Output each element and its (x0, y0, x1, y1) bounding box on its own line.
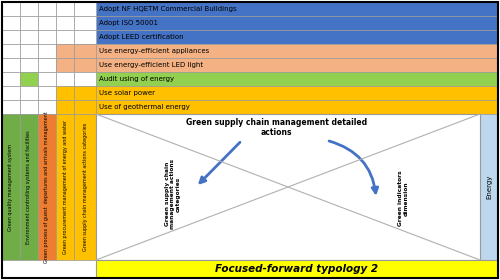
Bar (96, 260, 498, 278)
Text: Green process of guest  departures and arrivals management: Green process of guest departures and ar… (44, 111, 50, 263)
Text: Green quality management system: Green quality management system (8, 143, 14, 230)
Bar (20, 44, 38, 58)
Bar (38, 114, 56, 260)
Bar (20, 30, 38, 44)
Bar (2, 2, 20, 16)
Text: Adopt LEED certification: Adopt LEED certification (99, 34, 184, 40)
Text: Focused-forward typology 2: Focused-forward typology 2 (216, 264, 378, 274)
Bar (20, 114, 38, 260)
Bar (96, 100, 498, 114)
Bar (38, 86, 56, 100)
Bar (74, 2, 96, 16)
Bar (96, 58, 498, 72)
Bar (96, 72, 498, 86)
Bar (56, 114, 74, 260)
Bar (74, 86, 96, 100)
Bar (56, 16, 74, 30)
Bar (74, 58, 96, 72)
Text: Green supply chain management actions categories: Green supply chain management actions ca… (82, 123, 87, 251)
Bar (2, 114, 20, 260)
Bar (56, 44, 74, 58)
Bar (96, 44, 498, 58)
Bar (96, 114, 480, 260)
Bar (56, 72, 74, 86)
Bar (2, 86, 20, 100)
Text: Use energy-efficient LED light: Use energy-efficient LED light (99, 62, 203, 68)
Bar (96, 86, 498, 100)
Bar (38, 30, 56, 44)
Bar (74, 114, 96, 260)
Bar (20, 86, 38, 100)
FancyArrowPatch shape (329, 141, 378, 193)
Bar (96, 2, 498, 16)
Bar (2, 16, 20, 30)
Bar (38, 100, 56, 114)
Text: Environment controlling systems and facilities: Environment controlling systems and faci… (26, 130, 32, 244)
Text: Use energy-efficient appliances: Use energy-efficient appliances (99, 48, 209, 54)
Bar (20, 2, 38, 16)
Bar (74, 30, 96, 44)
Bar (2, 100, 20, 114)
Bar (38, 2, 56, 16)
Bar (20, 100, 38, 114)
Text: Audit using of energy: Audit using of energy (99, 76, 174, 82)
Bar (96, 30, 498, 44)
Bar (20, 58, 38, 72)
Bar (56, 86, 74, 100)
Bar (56, 30, 74, 44)
Bar (2, 44, 20, 58)
Text: Green supply chain management detailed
actions: Green supply chain management detailed a… (186, 118, 367, 137)
FancyArrowPatch shape (200, 142, 240, 183)
Bar (74, 100, 96, 114)
Text: Use solar power: Use solar power (99, 90, 155, 96)
Bar (74, 72, 96, 86)
Bar (74, 16, 96, 30)
Text: Adopt ISO 50001: Adopt ISO 50001 (99, 20, 158, 26)
Bar (2, 30, 20, 44)
Text: Green supply chain
management actions
categories: Green supply chain management actions ca… (164, 159, 181, 229)
Text: Adopt NF HQETM Commercial Buildings: Adopt NF HQETM Commercial Buildings (99, 6, 236, 12)
Bar (2, 72, 20, 86)
Text: Green procurement management of energy and water: Green procurement management of energy a… (62, 120, 68, 254)
Bar (56, 2, 74, 16)
Bar (74, 44, 96, 58)
Bar (2, 58, 20, 72)
Text: Use of geothermal energy: Use of geothermal energy (99, 104, 190, 110)
Bar (480, 114, 498, 260)
Text: Energy: Energy (486, 175, 492, 199)
Bar (96, 16, 498, 30)
Bar (56, 100, 74, 114)
Bar (56, 58, 74, 72)
Text: Green indicators
dimension: Green indicators dimension (398, 171, 408, 227)
Bar (38, 44, 56, 58)
Bar (38, 72, 56, 86)
Bar (38, 58, 56, 72)
Bar (20, 72, 38, 86)
Bar (20, 16, 38, 30)
Bar (38, 16, 56, 30)
